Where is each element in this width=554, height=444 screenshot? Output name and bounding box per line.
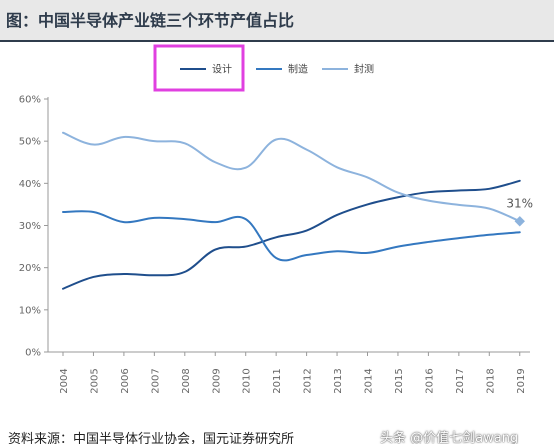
legend: 设计 制造 封测 xyxy=(153,44,374,92)
data-label: 31% xyxy=(506,196,533,210)
header-band xyxy=(0,0,554,40)
y-tick-label: 60% xyxy=(19,95,41,106)
y-tick-label: 10% xyxy=(19,305,41,316)
page-title: 图：中国半导体产业链三个环节产值占比 xyxy=(6,11,295,30)
watermark-text: 头条 @价值七剑awang xyxy=(380,431,519,444)
legend-highlight-box xyxy=(153,44,245,92)
header-rule xyxy=(0,40,554,42)
series-line-1 xyxy=(62,179,521,290)
legend-label-1: 设计 xyxy=(212,63,232,76)
x-tick-label: 2005 xyxy=(89,368,100,393)
series-lines xyxy=(62,131,521,290)
x-tick-label: 2010 xyxy=(242,368,253,393)
x-tick-label: 2012 xyxy=(303,368,314,393)
x-tick-label: 2004 xyxy=(59,368,70,393)
x-tick-label: 2007 xyxy=(150,368,161,393)
x-tick-label: 2008 xyxy=(181,368,192,393)
y-tick-label: 30% xyxy=(19,221,41,232)
x-tick-label: 2011 xyxy=(272,368,283,393)
y-tick-label: 40% xyxy=(19,179,41,190)
x-tick-label: 2015 xyxy=(394,368,405,393)
y-tick-label: 20% xyxy=(19,263,41,274)
x-tick-label: 2013 xyxy=(333,368,344,393)
y-tick-label: 50% xyxy=(19,137,41,148)
series-line-3 xyxy=(62,131,521,223)
axes: 0% 10% 20% 30% 40% 50% 60% 2004 2005 2006 2007 2008… xyxy=(19,95,530,394)
series-line-2 xyxy=(62,210,521,262)
y-tick-label: 0% xyxy=(25,348,41,359)
x-tick-label: 2018 xyxy=(485,368,496,393)
source-note: 资料来源：中国半导体行业协会，国元证券研究所 xyxy=(8,432,295,444)
annotations: 31% xyxy=(506,196,533,227)
data-point-marker xyxy=(514,216,525,227)
legend-label-2: 制造 xyxy=(288,63,308,76)
x-tick-label: 2017 xyxy=(455,368,466,393)
x-tick-label: 2006 xyxy=(120,368,131,393)
x-tick-label: 2019 xyxy=(516,368,527,393)
x-tick-label: 2016 xyxy=(424,368,435,393)
x-tick-label: 2009 xyxy=(211,368,222,393)
legend-label-3: 封测 xyxy=(354,63,374,76)
x-tick-label: 2014 xyxy=(364,368,375,393)
